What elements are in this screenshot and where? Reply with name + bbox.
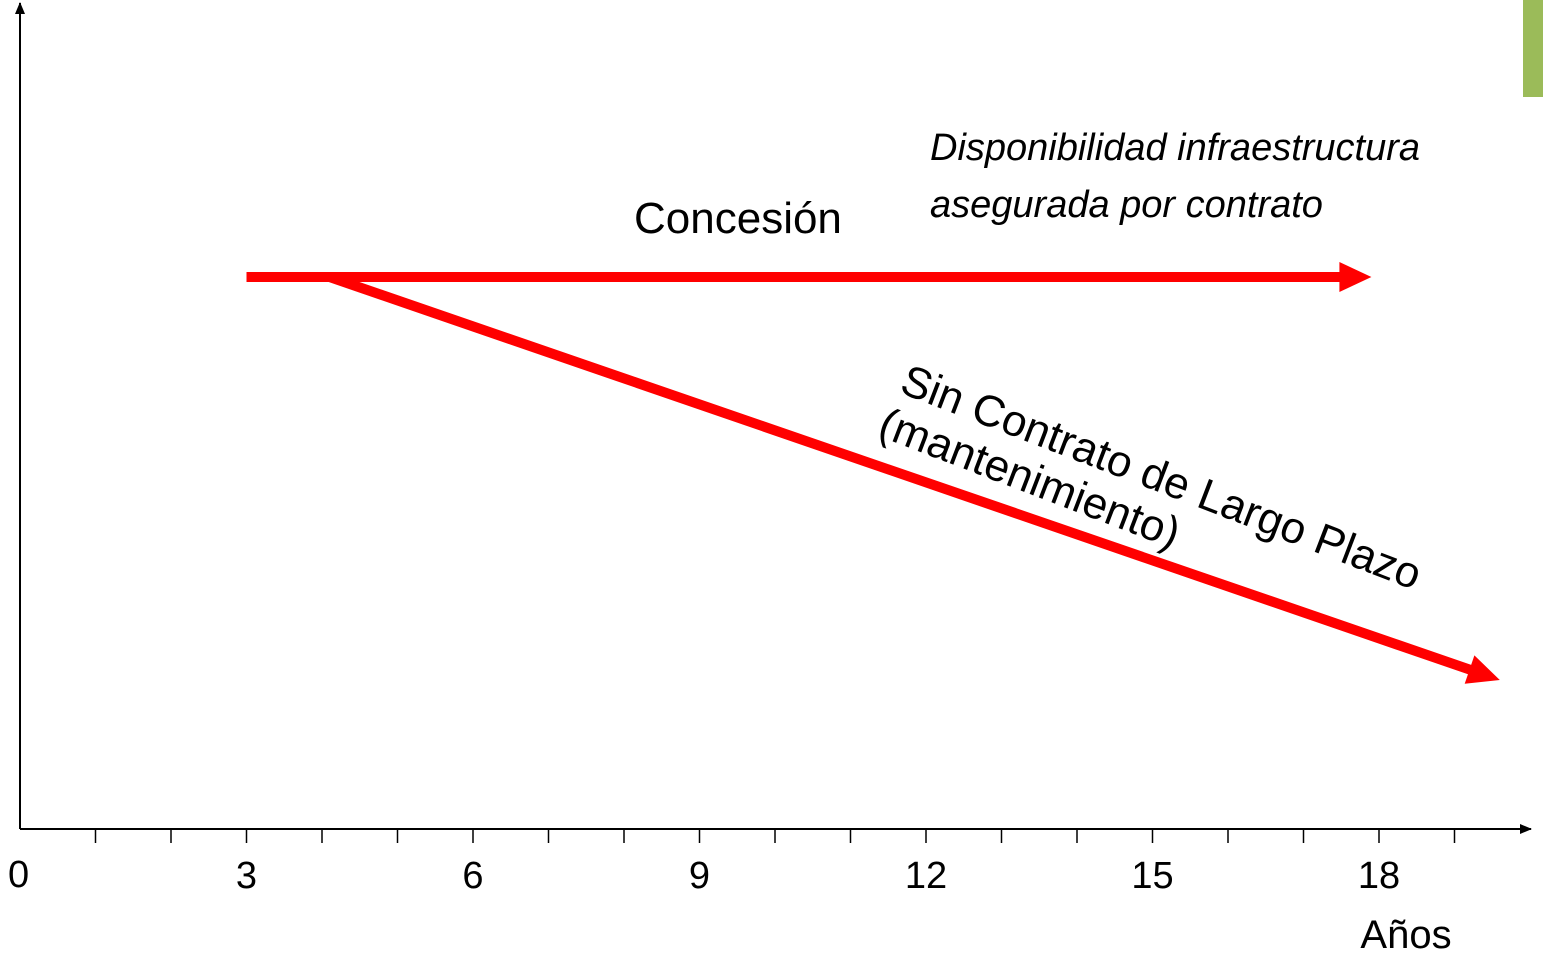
x-tick-label: 6 <box>462 855 483 897</box>
x-axis-label: Años <box>1360 913 1451 956</box>
series-group <box>246 262 1500 684</box>
corner-accent <box>1523 0 1543 97</box>
x-tick-label: 12 <box>905 855 947 897</box>
x-tick-label: 3 <box>236 855 257 897</box>
concesion-label: Concesión <box>634 194 842 243</box>
x-axis-tick-labels: 0 3 6 9 12 15 18 <box>8 854 1400 897</box>
x-tick-label: 9 <box>689 855 710 897</box>
x-tick-label: 18 <box>1358 855 1400 897</box>
series-line-1 <box>327 272 1474 675</box>
x-tick-label: 15 <box>1131 855 1173 897</box>
series-arrowhead-1 <box>1464 655 1500 684</box>
x-tick-label: 0 <box>8 854 29 896</box>
series-arrowhead-0 <box>1339 262 1372 292</box>
x-axis-ticks <box>94 829 1456 843</box>
availability-label-line1: Disponibilidad infraestructura <box>930 127 1420 169</box>
availability-label-line2: asegurada por contrato <box>930 184 1323 226</box>
